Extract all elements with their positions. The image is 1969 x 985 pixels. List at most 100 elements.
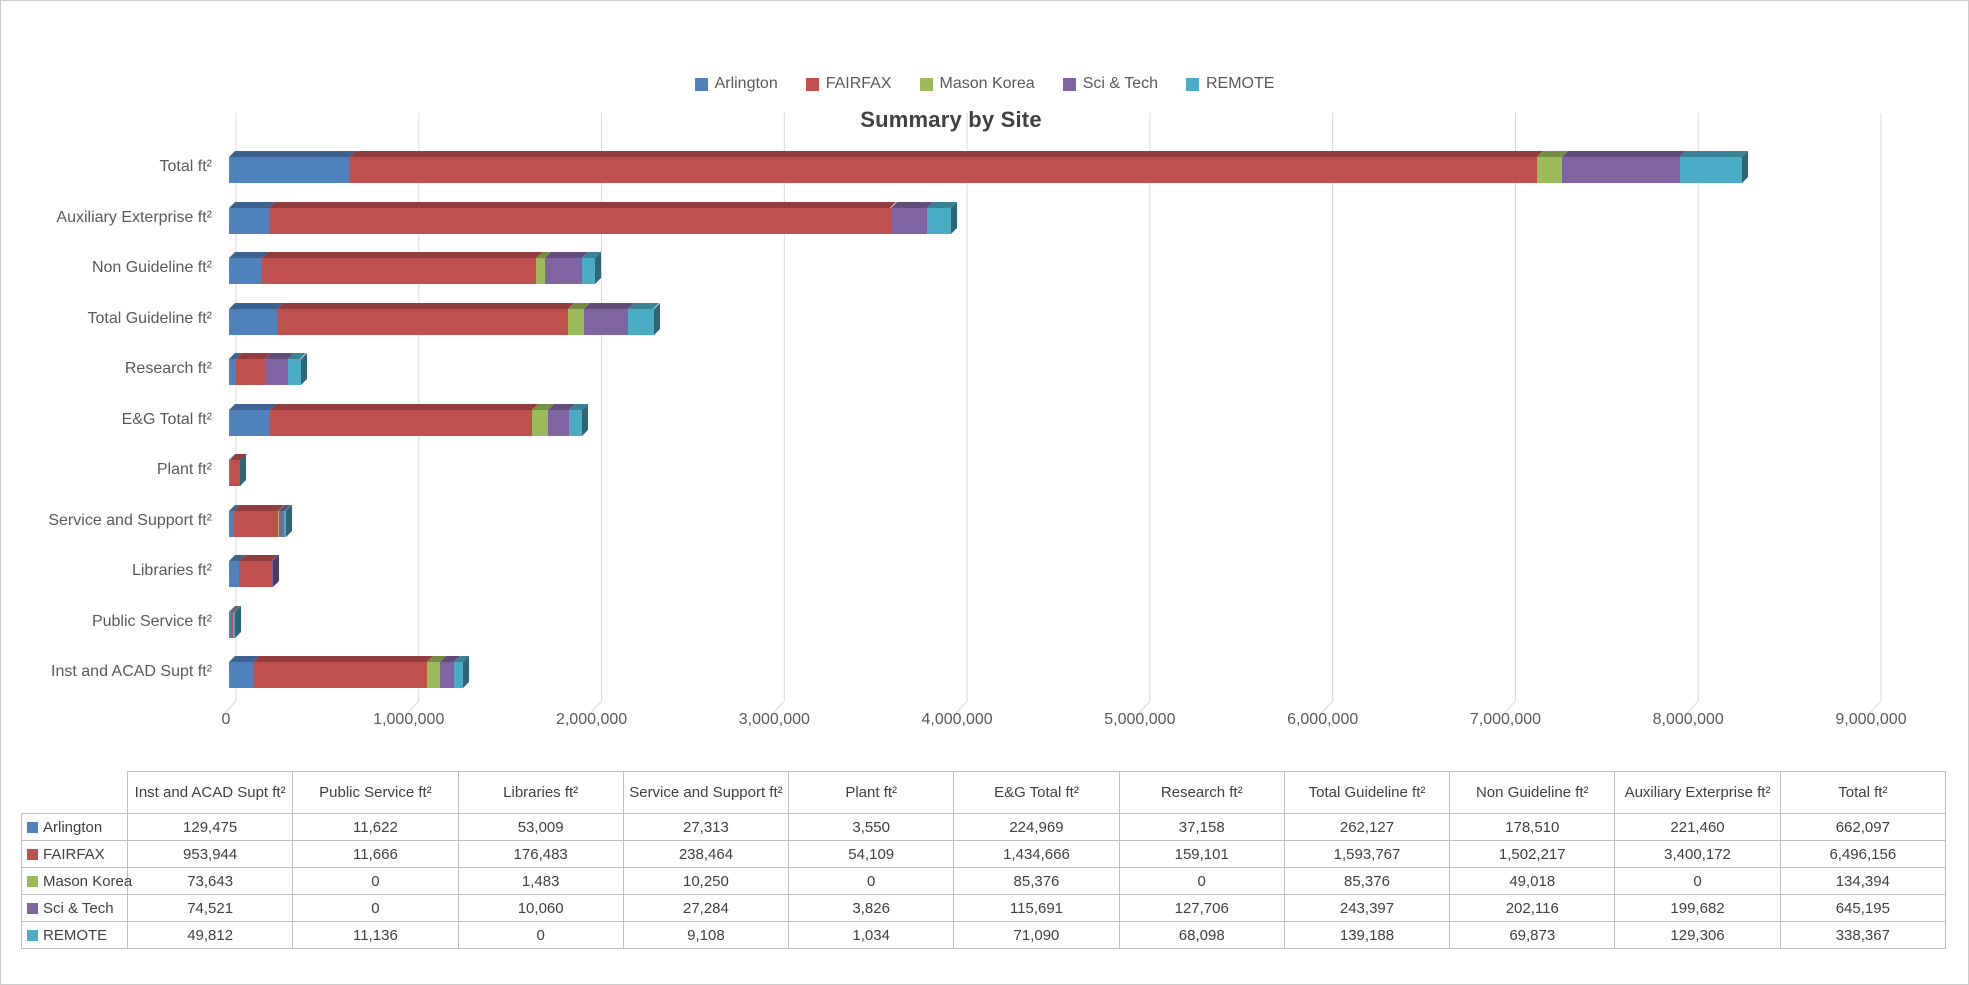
bar-segment-mason-korea[interactable]	[532, 403, 554, 436]
legend-item-fairfax[interactable]: FAIRFAX	[805, 75, 892, 93]
table-row-remote: REMOTE 49,812 11,136 0 9,108 1,034 71,090 68,09…	[21, 921, 1947, 949]
bar-stack	[229, 302, 660, 335]
legend-item-mason-korea[interactable]: Mason Korea	[919, 75, 1035, 93]
table-cell: 10,250	[622, 867, 790, 895]
bar-stack	[229, 252, 601, 284]
bar-segment-sci-and-tech[interactable]	[264, 353, 295, 385]
bar-segment-arlington[interactable]	[229, 252, 268, 284]
bar-segment-fairfax[interactable]	[231, 605, 240, 638]
bar-segment-remote[interactable]	[284, 504, 293, 537]
bar-segment-top-face	[229, 151, 357, 157]
legend-color-icon	[919, 77, 933, 91]
bar-segment-fairfax[interactable]	[252, 656, 434, 688]
series-name: Arlington	[43, 818, 103, 836]
table-cell: 85,376	[953, 867, 1120, 895]
bar-segment-fairfax[interactable]	[235, 353, 271, 385]
bar-segment-remote[interactable]	[233, 605, 242, 638]
bar-segment-fairfax[interactable]	[269, 201, 897, 234]
bar-segment-fairfax[interactable]	[238, 555, 277, 587]
bar-segment-fairfax[interactable]	[350, 151, 1544, 183]
bar-stack	[229, 353, 307, 385]
legend-item-sci-and-tech[interactable]: Sci & Tech	[1062, 75, 1158, 93]
legend-item-remote[interactable]: REMOTE	[1185, 75, 1274, 93]
bar-segment-sci-and-tech[interactable]	[545, 252, 589, 284]
bar-segment-top-face	[229, 302, 283, 309]
bar-end-cap	[594, 252, 601, 284]
bar-segment-sci-and-tech[interactable]	[440, 656, 461, 688]
table-cell: 221,460	[1614, 813, 1781, 841]
table-row-label: REMOTE	[21, 921, 128, 949]
bar-segment-mason-korea[interactable]	[427, 656, 447, 688]
bar-segment-sci-and-tech[interactable]	[1561, 151, 1686, 183]
bar-row-auxiliary-exterprise-ft	[229, 193, 1881, 244]
legend-color-icon	[1185, 77, 1199, 91]
summary-table: Inst and ACAD Supt ft² Public Service ft²…	[21, 771, 1947, 949]
table-cell: 37,158	[1118, 813, 1285, 841]
table-header-row: Inst and ACAD Supt ft² Public Service ft²…	[21, 771, 1947, 814]
chart-title: Summary by Site	[860, 107, 1042, 132]
bar-segment-sci-and-tech[interactable]	[547, 403, 576, 436]
bar-end-cap	[235, 605, 242, 638]
bar-segment-arlington[interactable]	[229, 656, 259, 688]
bar-segment-arlington[interactable]	[229, 353, 242, 385]
bar-segment-remote[interactable]	[288, 353, 307, 385]
table-header-inst-and-acad-supt-ft: Inst and ACAD Supt ft²	[126, 771, 294, 814]
category-label-total-ft: Total ft²	[159, 158, 212, 176]
bar-segment-arlington[interactable]	[229, 201, 276, 234]
table-header-plant-ft: Plant ft²	[788, 771, 955, 814]
table-cell: 178,510	[1449, 813, 1616, 841]
bar-end-cap	[463, 656, 470, 688]
bar-segment-sci-and-tech[interactable]	[239, 454, 247, 486]
bar-segment-arlington[interactable]	[229, 454, 236, 486]
value-axis: 0 1,000,000 2,000,000 3,000,000 4,000,000 5,0…	[1, 711, 1968, 735]
bar-row-total-ft	[229, 142, 1881, 193]
bar-end-cap	[273, 555, 280, 587]
bar-segment-sci-and-tech[interactable]	[271, 555, 280, 587]
bar-segment-remote[interactable]	[569, 403, 589, 436]
legend-item-arlington[interactable]: Arlington	[694, 75, 778, 93]
bar-segment-remote[interactable]	[628, 302, 660, 335]
table-cell: 1,034	[788, 921, 955, 949]
table-cell: 243,397	[1283, 894, 1451, 922]
bar-segment-remote[interactable]	[1679, 151, 1748, 183]
bar-segment-fairfax[interactable]	[270, 403, 539, 436]
bar-row-service-and-support-ft	[229, 496, 1881, 547]
table-row-sci-and-tech: Sci & Tech 74,521 0 10,060 27,284 3,826 115,69…	[21, 894, 1947, 922]
table-cell: 262,127	[1283, 813, 1451, 841]
bar-segment-remote[interactable]	[927, 201, 958, 234]
bar-segment-fairfax[interactable]	[276, 302, 575, 335]
bar-segment-sci-and-tech[interactable]	[583, 302, 635, 335]
legend-color-icon	[1062, 77, 1076, 91]
table-cell: 159,101	[1118, 840, 1285, 868]
bar-segment-fairfax[interactable]	[233, 504, 284, 537]
series-color-icon	[27, 848, 38, 860]
bar-row-eandg-total-ft	[229, 395, 1881, 446]
bar-segment-remote[interactable]	[582, 252, 601, 284]
bar-segment-arlington[interactable]	[229, 151, 357, 183]
bar-segment-arlington[interactable]	[229, 605, 238, 638]
bar-segment-fairfax[interactable]	[261, 252, 543, 284]
table-cell: 53,009	[457, 813, 624, 841]
table-cell: 85,376	[1283, 867, 1451, 895]
bar-segment-fairfax[interactable]	[229, 454, 246, 486]
bar-end-cap	[951, 201, 958, 234]
bar-segment-sci-and-tech[interactable]	[890, 201, 934, 234]
bar-stack	[229, 656, 470, 688]
table-header-auxiliary-exterprise-ft: Auxiliary Exterprise ft²	[1614, 771, 1781, 814]
table-row-arlington: Arlington 129,475 11,622 53,009 27,313 3,550 2…	[21, 813, 1947, 841]
bar-segment-mason-korea[interactable]	[277, 504, 286, 537]
table-cell: 0	[788, 867, 955, 895]
bar-segment-arlington[interactable]	[229, 555, 245, 587]
bar-segment-arlington[interactable]	[229, 403, 277, 436]
bar-segment-mason-korea[interactable]	[568, 302, 590, 335]
bar-segment-mason-korea[interactable]	[536, 252, 552, 284]
bar-segment-arlington[interactable]	[229, 504, 240, 537]
table-cell: 238,464	[622, 840, 790, 868]
bar-segment-remote[interactable]	[454, 656, 470, 688]
bar-segment-mason-korea[interactable]	[1537, 151, 1568, 183]
bar-segment-arlington[interactable]	[229, 302, 283, 335]
bar-row-plant-ft	[229, 445, 1881, 496]
bar-stack	[229, 151, 1748, 183]
bar-segment-sci-and-tech[interactable]	[279, 504, 291, 537]
table-cell: 176,483	[457, 840, 624, 868]
